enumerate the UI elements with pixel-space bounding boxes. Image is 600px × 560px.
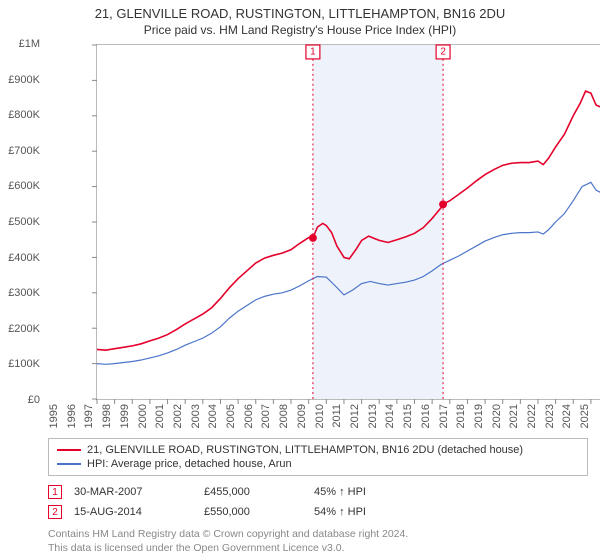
- x-tick-label: 2002: [172, 404, 184, 428]
- transaction-date: 30-MAR-2007: [74, 486, 204, 498]
- y-tick-label: £300K: [0, 287, 40, 299]
- attribution: Contains HM Land Registry data © Crown c…: [48, 528, 588, 555]
- x-tick-label: 2014: [384, 404, 396, 428]
- x-tick-label: 1999: [119, 404, 131, 428]
- x-tick-label: 1998: [101, 404, 113, 428]
- marker-number: 2: [440, 46, 446, 57]
- marker-number: 1: [310, 46, 316, 57]
- transaction-price: £455,000: [204, 486, 314, 498]
- transaction-diff: 54% ↑ HPI: [314, 506, 424, 518]
- x-tick-label: 2023: [544, 404, 556, 428]
- x-tick-label: 2004: [207, 404, 219, 428]
- shaded-range: [313, 45, 443, 399]
- y-tick-label: £800K: [0, 109, 40, 121]
- transaction-diff: 45% ↑ HPI: [314, 486, 424, 498]
- legend-swatch: [57, 449, 81, 451]
- y-tick-label: £400K: [0, 252, 40, 264]
- x-tick-label: 2005: [225, 404, 237, 428]
- legend-item: 21, GLENVILLE ROAD, RUSTINGTON, LITTLEHA…: [57, 443, 579, 457]
- chart-subtitle: Price paid vs. HM Land Registry's House …: [0, 21, 600, 43]
- x-tick-label: 2024: [561, 404, 573, 428]
- x-tick-label: 2003: [190, 404, 202, 428]
- x-tick-label: 2000: [137, 404, 149, 428]
- transaction-row: 2 15-AUG-2014£550,00054% ↑ HPI: [48, 502, 588, 522]
- transaction-marker: 2: [48, 505, 62, 519]
- transaction-date: 15-AUG-2014: [74, 506, 204, 518]
- y-tick-label: £900K: [0, 74, 40, 86]
- x-tick-label: 1995: [48, 404, 60, 428]
- transaction-price: £550,000: [204, 506, 314, 518]
- x-tick-label: 2008: [278, 404, 290, 428]
- x-tick-label: 2010: [314, 404, 326, 428]
- x-tick-label: 2013: [367, 404, 379, 428]
- x-tick-label: 1996: [66, 404, 78, 428]
- legend-swatch: [57, 463, 81, 465]
- y-tick-label: £700K: [0, 145, 40, 157]
- x-tick-label: 2011: [331, 404, 343, 428]
- x-tick-label: 2017: [438, 404, 450, 428]
- x-axis: 1995 1996 1997 1998 1999 2000 2001 2002 2003 2004…: [48, 402, 588, 442]
- chart-title: 21, GLENVILLE ROAD, RUSTINGTON, LITTLEHA…: [0, 0, 600, 21]
- chart-footer: 21, GLENVILLE ROAD, RUSTINGTON, LITTLEHA…: [48, 438, 588, 555]
- x-tick-label: 2007: [260, 404, 272, 428]
- legend-label: 21, GLENVILLE ROAD, RUSTINGTON, LITTLEHA…: [87, 444, 523, 456]
- x-tick-label: 2006: [243, 404, 255, 428]
- x-tick-label: 2022: [526, 404, 538, 428]
- transaction-marker: 1: [48, 485, 62, 499]
- plot-svg: 12: [97, 45, 600, 399]
- x-tick-label: 2001: [154, 404, 166, 428]
- x-tick-label: 2020: [491, 404, 503, 428]
- x-tick-label: 2021: [508, 404, 520, 428]
- legend-label: HPI: Average price, detached house, Arun: [87, 458, 292, 470]
- y-tick-label: £1M: [0, 38, 40, 50]
- legend-item: HPI: Average price, detached house, Arun: [57, 457, 579, 471]
- x-tick-label: 1997: [83, 404, 95, 428]
- x-tick-label: 2015: [402, 404, 414, 428]
- y-tick-label: £500K: [0, 216, 40, 228]
- transaction-table: 1 30-MAR-2007£455,00045% ↑ HPI 2 15-AUG-201…: [48, 482, 588, 522]
- x-tick-label: 2009: [296, 404, 308, 428]
- y-axis: £0£100K£200K£300K£400K£500K£600K£700K£80…: [0, 44, 44, 400]
- attribution-line: Contains HM Land Registry data © Crown c…: [48, 528, 588, 542]
- transaction-row: 1 30-MAR-2007£455,00045% ↑ HPI: [48, 482, 588, 502]
- x-tick-label: 2019: [473, 404, 485, 428]
- x-tick-label: 2016: [420, 404, 432, 428]
- x-tick-label: 2012: [349, 404, 361, 428]
- y-tick-label: £600K: [0, 180, 40, 192]
- y-tick-label: £0: [0, 394, 40, 406]
- legend: 21, GLENVILLE ROAD, RUSTINGTON, LITTLEHA…: [48, 438, 588, 476]
- x-tick-label: 2018: [455, 404, 467, 428]
- x-tick-label: 2025: [579, 404, 591, 428]
- attribution-line: This data is licensed under the Open Gov…: [48, 542, 588, 556]
- y-tick-label: £200K: [0, 323, 40, 335]
- chart-plot-area: 12: [96, 44, 600, 400]
- y-tick-label: £100K: [0, 358, 40, 370]
